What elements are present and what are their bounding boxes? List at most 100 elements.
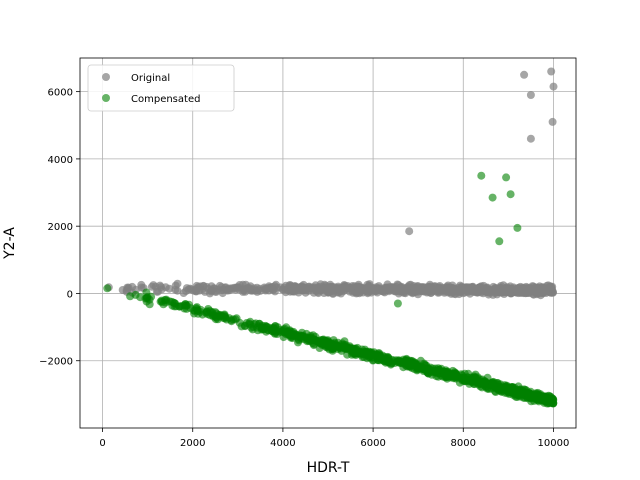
point-original [364, 284, 373, 293]
outlier-point-compensated [495, 237, 504, 246]
outlier-point-compensated [477, 171, 486, 180]
point-compensated [529, 393, 538, 402]
point-compensated [481, 377, 490, 386]
point-compensated [511, 390, 519, 399]
outlier-point-compensated [502, 173, 511, 182]
point-original [483, 283, 492, 292]
point-compensated [347, 345, 356, 354]
point-original [243, 284, 252, 293]
x-tick-label: 8000 [451, 438, 476, 449]
point-original [210, 284, 219, 293]
y-tick-label: 0 [67, 289, 73, 300]
point-compensated [221, 313, 230, 322]
outlier-point-compensated [506, 190, 515, 199]
point-original [184, 285, 193, 294]
outlier-point-original [547, 67, 556, 76]
point-compensated [360, 353, 369, 361]
x-tick-label: 10000 [538, 438, 570, 449]
point-original [261, 286, 270, 295]
outlier-point-original [405, 227, 414, 236]
point-compensated [257, 324, 266, 333]
point-compensated [208, 308, 217, 316]
point-original [332, 284, 341, 293]
point-original [395, 287, 404, 296]
point-compensated [286, 330, 295, 339]
point-original [413, 282, 422, 291]
point-compensated [168, 301, 177, 310]
point-compensated [246, 317, 255, 326]
point-original [173, 286, 182, 295]
outlier-point-original [549, 82, 558, 91]
point-original [276, 283, 285, 292]
axis-ticks: 0 2000 4000 6000 8000 10000 −2000 0 2000 4000 6000 [39, 88, 569, 449]
point-compensated [319, 335, 328, 344]
point-compensated [546, 396, 555, 405]
legend-marker-original [102, 73, 110, 81]
x-tick-label: 0 [99, 438, 105, 449]
y-tick-label: 4000 [48, 155, 73, 166]
point-compensated [390, 359, 399, 367]
point-compensated [406, 358, 415, 367]
point-original [345, 287, 354, 296]
x-tick-label: 6000 [360, 438, 385, 449]
point-original [173, 279, 182, 288]
point-compensated [161, 298, 170, 307]
point-original [304, 282, 313, 291]
x-tick-label: 2000 [180, 438, 205, 449]
outlier-point-original [526, 134, 535, 143]
point-original [522, 285, 531, 294]
point-compensated [455, 378, 464, 387]
point-original [452, 286, 461, 295]
point-compensated [438, 372, 447, 381]
point-original [253, 286, 262, 295]
point-compensated [471, 377, 480, 386]
data-points [103, 67, 558, 408]
point-compensated [295, 333, 304, 342]
point-original [542, 289, 550, 297]
point-compensated [503, 387, 512, 396]
point-original [218, 286, 227, 295]
point-compensated [235, 318, 244, 327]
point-original [380, 285, 389, 294]
point-original [137, 280, 146, 289]
y-tick-label: 6000 [48, 88, 73, 99]
point-compensated [420, 360, 429, 369]
point-compensated [142, 297, 151, 306]
point-compensated [536, 395, 545, 404]
x-tick-label: 4000 [270, 438, 295, 449]
point-compensated [264, 323, 273, 332]
point-compensated [182, 301, 190, 310]
point-original [225, 284, 234, 293]
legend-box [87, 64, 235, 112]
point-compensated [103, 284, 112, 293]
point-original [153, 287, 162, 296]
legend-marker-compensated [102, 94, 110, 102]
point-compensated [338, 342, 347, 351]
point-original [165, 284, 174, 293]
point-compensated [126, 292, 135, 301]
point-original [433, 286, 442, 295]
outlier-point-original [548, 117, 557, 126]
point-compensated [419, 367, 428, 375]
point-original [427, 282, 435, 291]
point-compensated [457, 370, 466, 379]
point-compensated [276, 328, 285, 337]
point-original [507, 284, 516, 293]
point-original [191, 287, 200, 296]
point-original [123, 284, 132, 293]
y-tick-label: 2000 [48, 222, 73, 233]
outlier-point-original [526, 91, 535, 99]
point-compensated [379, 356, 388, 365]
outlier-point-compensated [513, 223, 522, 232]
point-original [292, 286, 301, 294]
outlier-point-original [520, 70, 529, 79]
point-compensated [428, 364, 437, 373]
x-axis-label: HDR-T [307, 460, 350, 476]
point-original [202, 282, 211, 291]
point-compensated [435, 365, 444, 374]
outlier-point-compensated [393, 299, 402, 308]
point-original [316, 284, 324, 293]
plot-frame [79, 57, 577, 429]
point-original [535, 285, 544, 294]
